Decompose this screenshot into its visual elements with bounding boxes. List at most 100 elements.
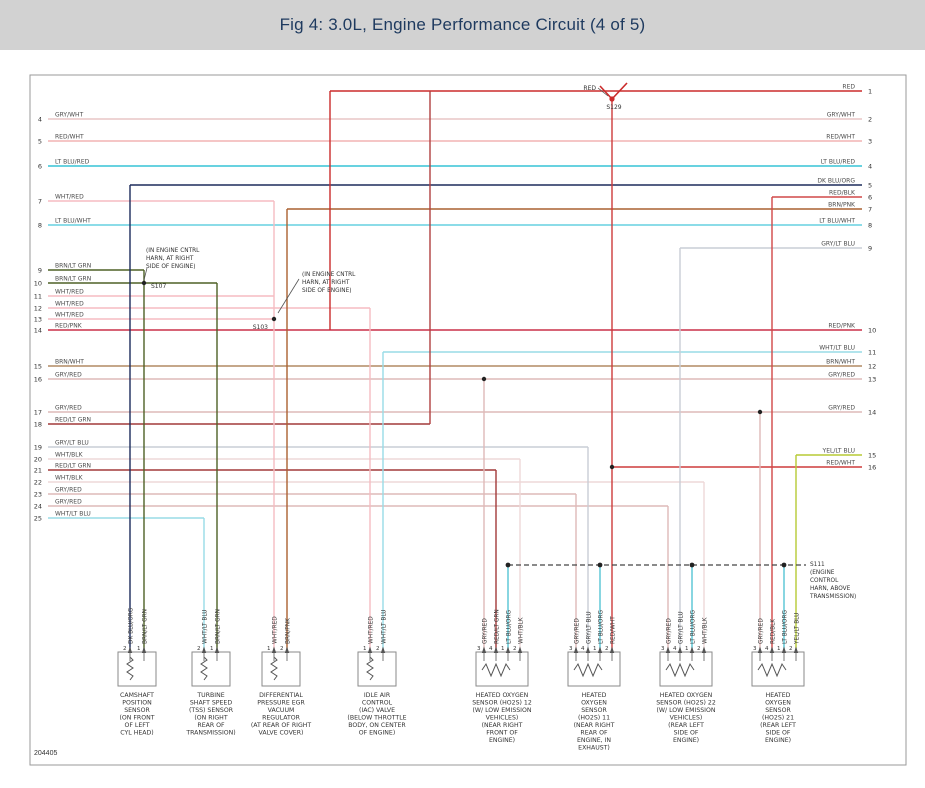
- svg-text:GRY/RED: GRY/RED: [55, 499, 82, 506]
- svg-text:5: 5: [868, 182, 872, 190]
- svg-text:GRY/RED: GRY/RED: [55, 405, 82, 412]
- junction-dot: [609, 464, 615, 470]
- pin-arrow-icon: [689, 646, 695, 653]
- coil-symbol: [270, 656, 278, 681]
- svg-text:LT BLU/ORG: LT BLU/ORG: [598, 609, 604, 644]
- coil-symbol: [366, 656, 374, 681]
- title-bar: Fig 4: 3.0L, Engine Performance Circuit …: [0, 0, 925, 50]
- svg-text:RED/PNK: RED/PNK: [55, 323, 83, 330]
- wire-red-lt-grn: 18 RED/LT GRN: [34, 417, 430, 429]
- svg-text:WHT/LT BLU: WHT/LT BLU: [819, 345, 855, 352]
- svg-text:8: 8: [868, 222, 872, 230]
- svg-text:(NEAR RIGHT: (NEAR RIGHT: [574, 722, 615, 729]
- svg-text:GRY/RED: GRY/RED: [666, 618, 672, 644]
- svg-text:VEHICLES): VEHICLES): [486, 715, 519, 722]
- svg-text:(HO2S) 21: (HO2S) 21: [762, 715, 794, 722]
- svg-text:RED/BLK: RED/BLK: [770, 619, 776, 644]
- s107-label: S107: [151, 283, 166, 290]
- svg-text:BRN/LT GRN: BRN/LT GRN: [215, 609, 221, 644]
- svg-text:(NEAR RIGHT: (NEAR RIGHT: [482, 722, 523, 729]
- svg-text:DK BLU/ORG: DK BLU/ORG: [128, 607, 134, 644]
- pin-arrow-icon: [141, 646, 147, 653]
- pin-arrow-icon: [127, 646, 133, 653]
- svg-text:2: 2: [868, 116, 872, 124]
- wire-lt-blu-wht: 8 8 LT BLU/WHT LT BLU/WHT: [38, 218, 872, 230]
- svg-text:(REAR LEFT: (REAR LEFT: [760, 722, 796, 729]
- svg-text:TRANSMISSION): TRANSMISSION): [185, 730, 235, 737]
- pin-arrow-icon: [517, 646, 523, 653]
- svg-text:3: 3: [661, 646, 665, 652]
- svg-text:S111: S111: [810, 562, 825, 568]
- s129-red-label: RED: [583, 85, 596, 92]
- svg-text:WHT/LT BLU: WHT/LT BLU: [55, 511, 91, 518]
- svg-text:GRY/RED: GRY/RED: [828, 372, 855, 379]
- svg-text:2: 2: [605, 646, 609, 652]
- svg-text:CONTROL: CONTROL: [810, 578, 839, 584]
- svg-text:(W/ LOW EMISSION: (W/ LOW EMISSION: [472, 707, 531, 714]
- pin-arrow-icon: [597, 646, 603, 653]
- pin-arrow-icon: [284, 646, 290, 653]
- svg-text:GRY/RED: GRY/RED: [55, 372, 82, 379]
- svg-text:2: 2: [789, 646, 793, 652]
- svg-text:SENSOR (HO2S) 12: SENSOR (HO2S) 12: [472, 700, 532, 707]
- svg-text:OF ENGINE): OF ENGINE): [359, 730, 396, 737]
- wire-red-pnk: 14 10 RED/PNK RED/PNK: [34, 323, 877, 335]
- svg-text:9: 9: [38, 267, 42, 275]
- svg-text:7: 7: [868, 206, 872, 214]
- svg-text:PRESSURE EGR: PRESSURE EGR: [257, 700, 305, 707]
- wire-red: 1 RED: [330, 84, 872, 96]
- svg-text:23: 23: [34, 491, 42, 499]
- svg-text:OF LEFT: OF LEFT: [125, 722, 150, 729]
- connector-box: [191, 651, 231, 687]
- svg-text:SENSOR (HO2S) 22: SENSOR (HO2S) 22: [656, 700, 716, 707]
- svg-text:2: 2: [280, 646, 284, 652]
- svg-text:3: 3: [569, 646, 573, 652]
- heater-resistor-symbol: [573, 662, 603, 678]
- svg-text:15: 15: [34, 363, 42, 371]
- svg-text:GRY/RED: GRY/RED: [55, 487, 82, 494]
- svg-text:GRY/RED: GRY/RED: [758, 618, 764, 644]
- svg-text:7: 7: [38, 198, 42, 206]
- leader-line: [277, 278, 300, 314]
- svg-text:RED: RED: [583, 85, 596, 92]
- pin-arrow-icon: [505, 646, 511, 653]
- svg-text:RED/PNK: RED/PNK: [828, 323, 856, 330]
- svg-text:8: 8: [38, 222, 42, 230]
- wire-wht-red: 12 WHT/RED: [34, 301, 370, 313]
- svg-text:LT BLU/WHT: LT BLU/WHT: [819, 218, 855, 225]
- svg-text:3: 3: [753, 646, 757, 652]
- wire-lt-blu-red: 6 4 LT BLU/RED LT BLU/RED: [38, 159, 872, 171]
- svg-text:5: 5: [38, 138, 42, 146]
- svg-text:YEL/LT BLU: YEL/LT BLU: [822, 448, 855, 455]
- svg-text:BRN/LT GRN: BRN/LT GRN: [55, 263, 91, 270]
- svg-text:HARN, ABOVE: HARN, ABOVE: [810, 586, 851, 592]
- pin-arrow-icon: [201, 646, 207, 653]
- svg-text:1: 1: [210, 646, 214, 652]
- svg-text:HEATED: HEATED: [766, 692, 791, 699]
- svg-text:4: 4: [581, 646, 585, 652]
- svg-text:WHT/BLK: WHT/BLK: [55, 475, 84, 482]
- pin-arrow-icon: [271, 646, 277, 653]
- heater-resistor-symbol: [757, 662, 787, 678]
- svg-text:HEATED OXYGEN: HEATED OXYGEN: [660, 692, 713, 699]
- pin-arrow-icon: [665, 646, 671, 653]
- connector-box: [567, 651, 621, 687]
- svg-text:LT BLU/RED: LT BLU/RED: [821, 159, 856, 166]
- svg-text:SIDE OF: SIDE OF: [766, 730, 791, 737]
- pin-arrow-icon: [367, 646, 373, 653]
- junction-dot: [757, 409, 763, 415]
- svg-text:WHT/RED: WHT/RED: [55, 301, 84, 308]
- svg-text:10: 10: [868, 327, 876, 335]
- wire-gry-wht: 4 2 GRY/WHT GRY/WHT: [38, 112, 872, 124]
- svg-text:3: 3: [868, 138, 872, 146]
- svg-text:GRY/LT BLU: GRY/LT BLU: [678, 611, 684, 644]
- svg-text:10: 10: [34, 280, 42, 288]
- svg-text:RED/LT GRN: RED/LT GRN: [55, 463, 91, 470]
- svg-text:DIFFERENTIAL: DIFFERENTIAL: [259, 692, 303, 699]
- svg-text:ENGINE): ENGINE): [489, 737, 515, 744]
- svg-text:22: 22: [34, 479, 42, 487]
